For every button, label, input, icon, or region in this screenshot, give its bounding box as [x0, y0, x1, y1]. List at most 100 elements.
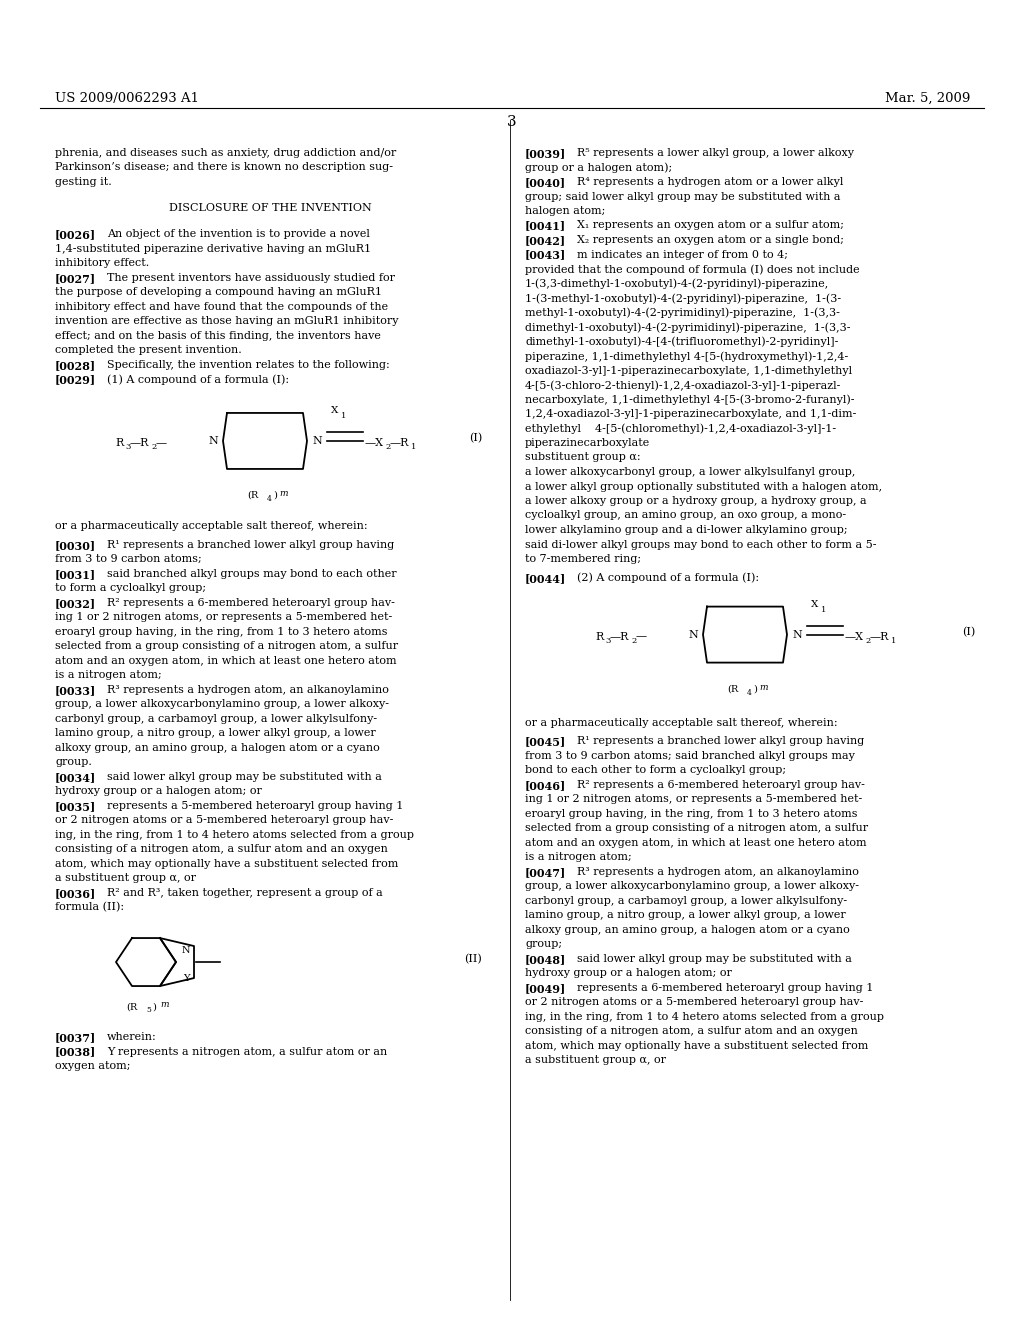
Text: ing, in the ring, from 1 to 4 hetero atoms selected from a group: ing, in the ring, from 1 to 4 hetero ato… [525, 1012, 884, 1022]
Text: —R: —R [390, 438, 410, 447]
Text: [0040]: [0040] [525, 177, 566, 187]
Text: cycloalkyl group, an amino group, an oxo group, a mono-: cycloalkyl group, an amino group, an oxo… [525, 511, 846, 520]
Text: piperazinecarboxylate: piperazinecarboxylate [525, 438, 650, 447]
Text: group, a lower alkoxycarbonylamino group, a lower alkoxy-: group, a lower alkoxycarbonylamino group… [55, 700, 389, 709]
Text: atom, which may optionally have a substituent selected from: atom, which may optionally have a substi… [55, 859, 398, 869]
Text: —: — [636, 631, 647, 642]
Text: selected from a group consisting of a nitrogen atom, a sulfur: selected from a group consisting of a ni… [525, 824, 868, 833]
Text: eroaryl group having, in the ring, from 1 to 3 hetero atoms: eroaryl group having, in the ring, from … [55, 627, 387, 636]
Text: —R: —R [130, 438, 150, 447]
Text: methyl-1-oxobutyl)-4-(2-pyrimidinyl)-piperazine,  1-(3,3-: methyl-1-oxobutyl)-4-(2-pyrimidinyl)-pip… [525, 308, 840, 318]
Text: a lower alkoxycarbonyl group, a lower alkylsulfanyl group,: a lower alkoxycarbonyl group, a lower al… [525, 467, 855, 477]
Text: lower alkylamino group and a di-lower alkylamino group;: lower alkylamino group and a di-lower al… [525, 525, 848, 535]
Text: m: m [279, 488, 288, 498]
Text: carbonyl group, a carbamoyl group, a lower alkylsulfony-: carbonyl group, a carbamoyl group, a low… [525, 896, 847, 906]
Text: group, a lower alkoxycarbonylamino group, a lower alkoxy-: group, a lower alkoxycarbonylamino group… [525, 882, 859, 891]
Text: R² represents a 6-membered heteroaryl group hav-: R² represents a 6-membered heteroaryl gr… [577, 780, 865, 789]
Text: (1) A compound of a formula (I):: (1) A compound of a formula (I): [106, 374, 289, 384]
Text: [0037]: [0037] [55, 1032, 96, 1043]
Text: [0026]: [0026] [55, 230, 96, 240]
Text: said lower alkyl group may be substituted with a: said lower alkyl group may be substitute… [106, 772, 382, 781]
Text: or a pharmaceutically acceptable salt thereof, wherein:: or a pharmaceutically acceptable salt th… [55, 521, 368, 531]
Text: [0031]: [0031] [55, 569, 96, 579]
Text: bond to each other to form a cycloalkyl group;: bond to each other to form a cycloalkyl … [525, 766, 786, 775]
Text: a substituent group α, or: a substituent group α, or [55, 874, 196, 883]
Text: 1,2,4-oxadiazol-3-yl]-1-piperazinecarboxylate, and 1,1-dim-: 1,2,4-oxadiazol-3-yl]-1-piperazinecarbox… [525, 409, 856, 418]
Text: 3: 3 [507, 115, 517, 129]
Text: consisting of a nitrogen atom, a sulfur atom and an oxygen: consisting of a nitrogen atom, a sulfur … [525, 1027, 858, 1036]
Text: consisting of a nitrogen atom, a sulfur atom and an oxygen: consisting of a nitrogen atom, a sulfur … [55, 845, 388, 854]
Text: [0029]: [0029] [55, 374, 96, 385]
Text: the purpose of developing a compound having an mGluR1: the purpose of developing a compound hav… [55, 288, 382, 297]
Text: N: N [793, 630, 802, 640]
Text: eroaryl group having, in the ring, from 1 to 3 hetero atoms: eroaryl group having, in the ring, from … [525, 809, 857, 818]
Text: said di-lower alkyl groups may bond to each other to form a 5-: said di-lower alkyl groups may bond to e… [525, 540, 877, 549]
Text: formula (II):: formula (II): [55, 903, 124, 912]
Text: represents a 5-membered heteroaryl group having 1: represents a 5-membered heteroaryl group… [106, 801, 403, 810]
Text: [0032]: [0032] [55, 598, 96, 609]
Text: [0035]: [0035] [55, 801, 96, 812]
Text: —R: —R [610, 631, 630, 642]
Text: is a nitrogen atom;: is a nitrogen atom; [55, 671, 162, 680]
Text: alkoxy group, an amino group, a halogen atom or a cyano: alkoxy group, an amino group, a halogen … [55, 743, 380, 752]
Text: group;: group; [525, 940, 562, 949]
Text: effect; and on the basis of this finding, the inventors have: effect; and on the basis of this finding… [55, 331, 381, 341]
Text: said lower alkyl group may be substituted with a: said lower alkyl group may be substitute… [577, 954, 852, 964]
Text: or a pharmaceutically acceptable salt thereof, wherein:: or a pharmaceutically acceptable salt th… [525, 718, 838, 727]
Text: N: N [208, 436, 218, 446]
Text: ): ) [152, 1002, 156, 1011]
Text: (2) A compound of a formula (I):: (2) A compound of a formula (I): [577, 573, 759, 583]
Text: [0041]: [0041] [525, 220, 566, 231]
Text: phrenia, and diseases such as anxiety, drug addiction and/or: phrenia, and diseases such as anxiety, d… [55, 148, 396, 158]
Text: 1: 1 [341, 412, 346, 420]
Text: inhibitory effect.: inhibitory effect. [55, 259, 150, 268]
Text: [0048]: [0048] [525, 954, 566, 965]
Text: dimethyl-1-oxobutyl)-4-(2-pyrimidinyl)-piperazine,  1-(3,3-: dimethyl-1-oxobutyl)-4-(2-pyrimidinyl)-p… [525, 322, 851, 333]
Text: 3: 3 [125, 444, 130, 451]
Text: group; said lower alkyl group may be substituted with a: group; said lower alkyl group may be sub… [525, 191, 841, 202]
Text: 4: 4 [267, 495, 272, 503]
Text: ing, in the ring, from 1 to 4 hetero atoms selected from a group: ing, in the ring, from 1 to 4 hetero ato… [55, 830, 414, 840]
Text: said branched alkyl groups may bond to each other: said branched alkyl groups may bond to e… [106, 569, 396, 578]
Text: [0043]: [0043] [525, 249, 566, 260]
Text: 3: 3 [605, 636, 610, 644]
Text: —X: —X [845, 631, 864, 642]
Text: [0046]: [0046] [525, 780, 566, 791]
Text: R: R [115, 438, 123, 447]
Text: 2: 2 [865, 636, 870, 644]
Text: selected from a group consisting of a nitrogen atom, a sulfur: selected from a group consisting of a ni… [55, 642, 398, 651]
Text: dimethyl-1-oxobutyl)-4-[4-(trifluoromethyl)-2-pyridinyl]-: dimethyl-1-oxobutyl)-4-[4-(trifluorometh… [525, 337, 839, 347]
Text: 1-(3,3-dimethyl-1-oxobutyl)-4-(2-pyridinyl)-piperazine,: 1-(3,3-dimethyl-1-oxobutyl)-4-(2-pyridin… [525, 279, 829, 289]
Text: X₂ represents an oxygen atom or a single bond;: X₂ represents an oxygen atom or a single… [577, 235, 844, 246]
Text: Parkinson’s disease; and there is known no description sug-: Parkinson’s disease; and there is known … [55, 162, 393, 173]
Text: piperazine, 1,1-dimethylethyl 4-[5-(hydroxymethyl)-1,2,4-: piperazine, 1,1-dimethylethyl 4-[5-(hydr… [525, 351, 848, 362]
Text: to form a cycloalkyl group;: to form a cycloalkyl group; [55, 583, 206, 593]
Text: —: — [156, 438, 167, 447]
Text: [0034]: [0034] [55, 772, 96, 783]
Text: m: m [759, 682, 768, 692]
Text: 1: 1 [411, 444, 417, 451]
Text: —R: —R [870, 631, 890, 642]
Text: [0039]: [0039] [525, 148, 566, 158]
Text: (R: (R [727, 685, 738, 693]
Text: R: R [595, 631, 603, 642]
Text: [0027]: [0027] [55, 273, 96, 284]
Text: 2: 2 [151, 444, 157, 451]
Text: represents a 6-membered heteroaryl group having 1: represents a 6-membered heteroaryl group… [577, 983, 873, 993]
Text: 1-(3-methyl-1-oxobutyl)-4-(2-pyridinyl)-piperazine,  1-(3-: 1-(3-methyl-1-oxobutyl)-4-(2-pyridinyl)-… [525, 293, 841, 304]
Text: invention are effective as those having an mGluR1 inhibitory: invention are effective as those having … [55, 317, 398, 326]
Text: lamino group, a nitro group, a lower alkyl group, a lower: lamino group, a nitro group, a lower alk… [55, 729, 376, 738]
Text: atom and an oxygen atom, in which at least one hetero atom: atom and an oxygen atom, in which at lea… [55, 656, 396, 665]
Text: [0028]: [0028] [55, 360, 96, 371]
Text: Y: Y [182, 974, 189, 982]
Text: alkoxy group, an amino group, a halogen atom or a cyano: alkoxy group, an amino group, a halogen … [525, 925, 850, 935]
Text: ing 1 or 2 nitrogen atoms, or represents a 5-membered het-: ing 1 or 2 nitrogen atoms, or represents… [55, 612, 392, 622]
Text: R⁴ represents a hydrogen atom or a lower alkyl: R⁴ represents a hydrogen atom or a lower… [577, 177, 844, 187]
Text: hydroxy group or a halogen atom; or: hydroxy group or a halogen atom; or [55, 787, 262, 796]
Text: (II): (II) [464, 954, 482, 965]
Text: [0042]: [0042] [525, 235, 566, 246]
Text: US 2009/0062293 A1: US 2009/0062293 A1 [55, 92, 199, 106]
Text: completed the present invention.: completed the present invention. [55, 346, 242, 355]
Text: N: N [688, 630, 698, 640]
Text: m indicates an integer of from 0 to 4;: m indicates an integer of from 0 to 4; [577, 249, 788, 260]
